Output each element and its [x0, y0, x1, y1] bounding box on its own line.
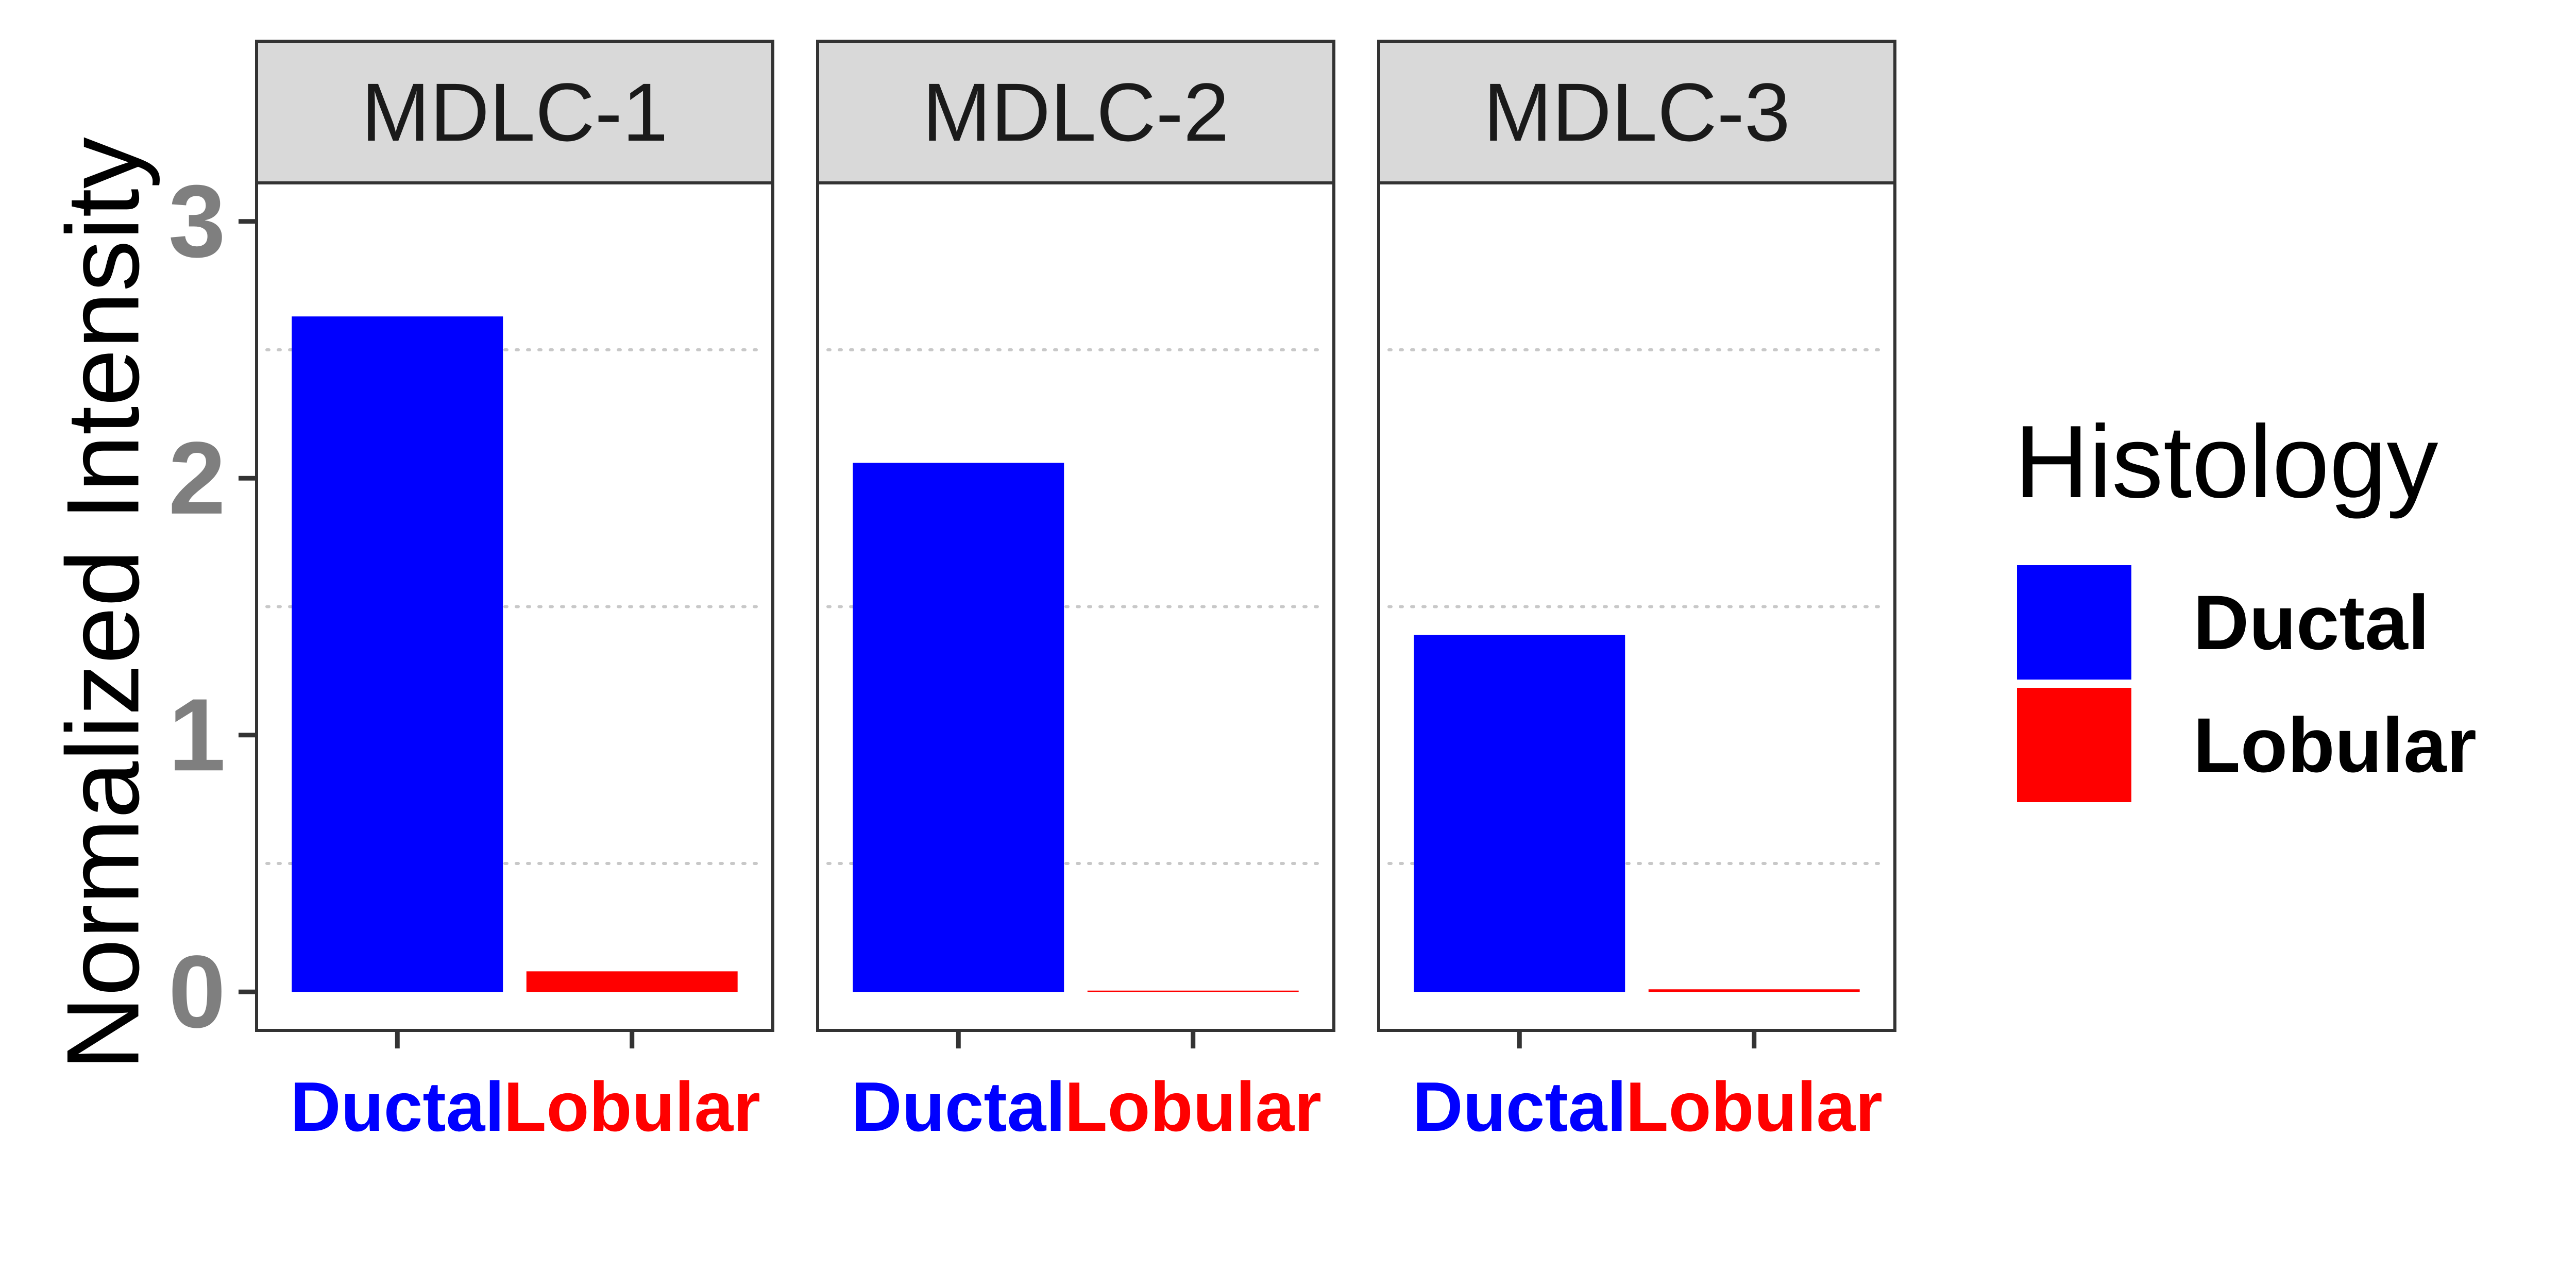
- panel-border: [816, 181, 1335, 1032]
- y-tick-label: 3: [168, 164, 226, 279]
- panel-strip: [816, 40, 1335, 184]
- bar-lobular: [1648, 989, 1860, 992]
- y-axis-label: Normalized Intensity: [46, 137, 161, 1071]
- x-tick-label: Lobular: [1625, 1067, 1883, 1146]
- panel-border: [255, 181, 774, 1032]
- legend-label: Lobular: [2193, 702, 2477, 788]
- bar-ductal: [292, 316, 503, 992]
- y-tick-label: 0: [168, 935, 226, 1049]
- y-tick-label: 2: [168, 421, 226, 536]
- legend-title: Histology: [2014, 404, 2438, 519]
- bar-ductal: [853, 463, 1064, 992]
- bar-lobular: [1087, 990, 1299, 992]
- x-tick-label: Ductal: [851, 1067, 1065, 1146]
- panel-title: MDLC-1: [361, 66, 668, 158]
- legend-key-lobular: [2017, 688, 2131, 802]
- y-axis: 0 1 2 3: [168, 164, 257, 1049]
- legend: Histology Ductal Lobular: [2014, 404, 2477, 802]
- x-tick-label: Lobular: [503, 1067, 760, 1146]
- panel-border: [1377, 181, 1896, 1032]
- x-tick-label: Lobular: [1064, 1067, 1321, 1146]
- legend-key-ductal: [2017, 565, 2131, 680]
- x-tick-label: Ductal: [290, 1067, 504, 1146]
- legend-label: Ductal: [2193, 579, 2429, 666]
- panel-title: MDLC-2: [922, 66, 1229, 158]
- x-tick-label: Ductal: [1412, 1067, 1626, 1146]
- bar-lobular: [526, 971, 738, 992]
- panel-strip: [1377, 40, 1896, 184]
- panel-title: MDLC-3: [1483, 66, 1790, 158]
- y-tick-label: 1: [168, 677, 226, 792]
- panel-strip: [255, 40, 774, 184]
- bar-ductal: [1414, 635, 1625, 992]
- panels-layer: MDLC-1DuctalLobularMDLC-2DuctalLobularMD…: [255, 40, 1896, 1146]
